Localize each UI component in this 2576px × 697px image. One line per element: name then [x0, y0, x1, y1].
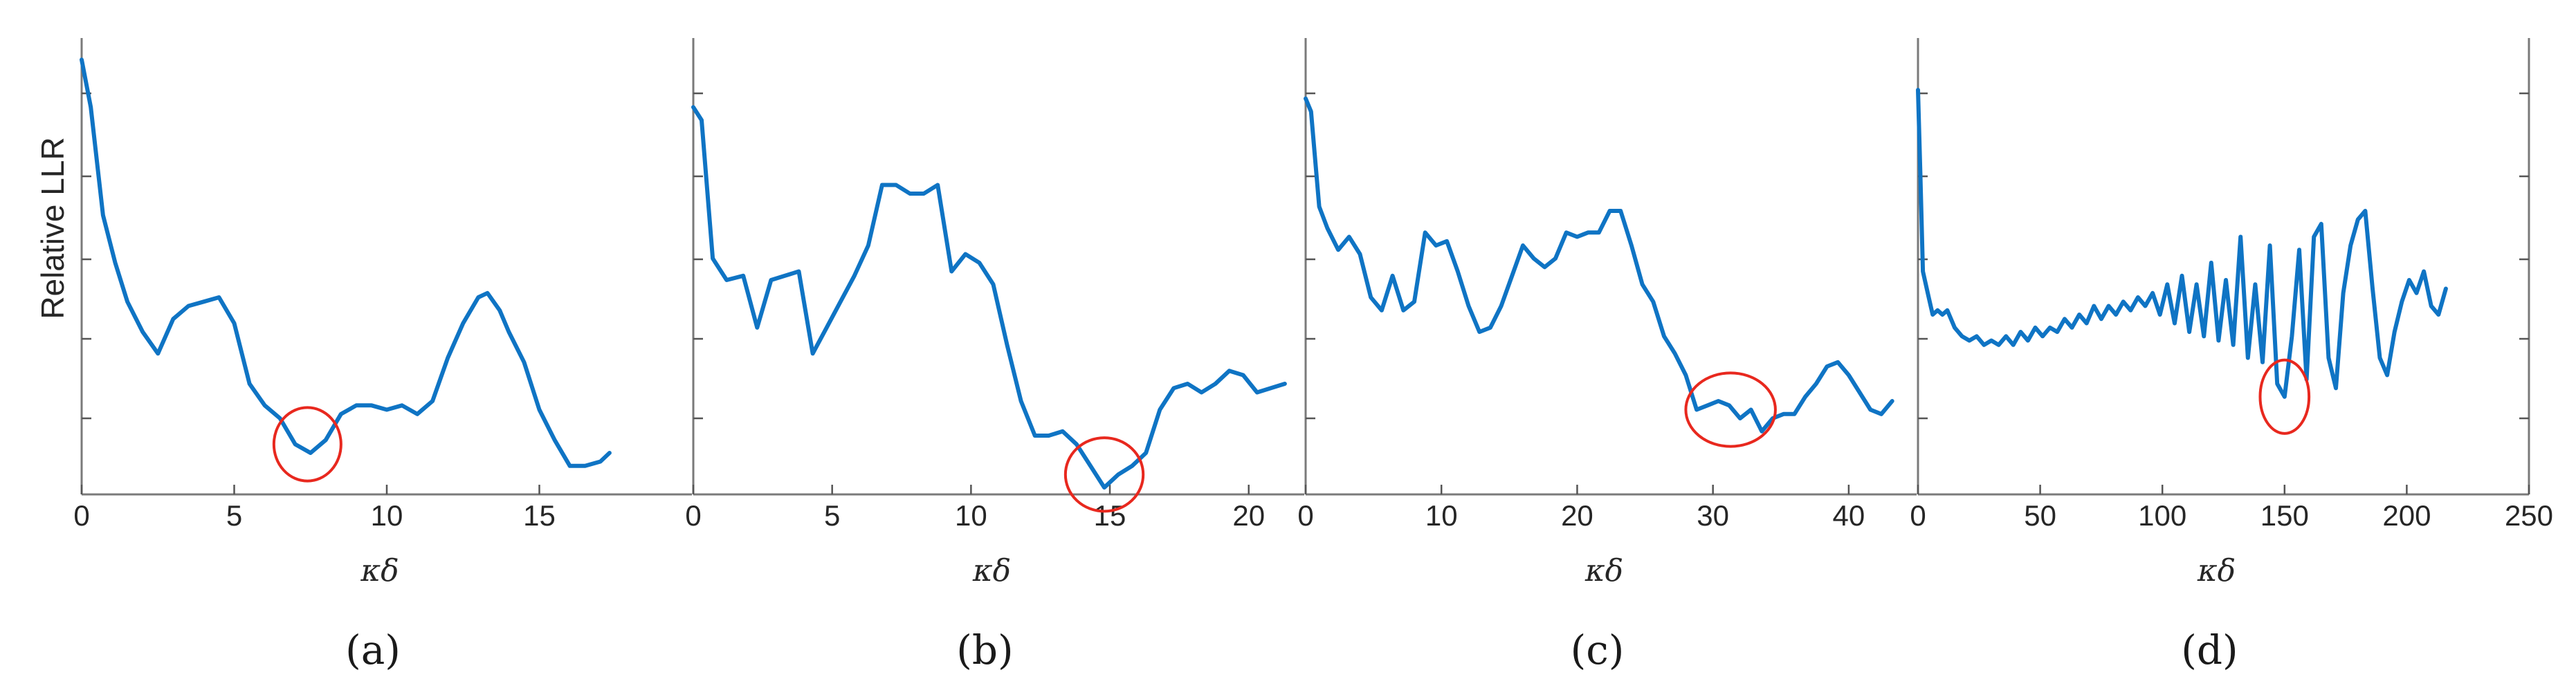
series-line: [691, 105, 1287, 490]
panel-c: 0 10 20 30 40 κδ (c): [1297, 38, 1917, 673]
x-tick-label: 150: [2260, 499, 2309, 532]
x-tick-label: 0: [1910, 499, 1926, 532]
x-tick-label: 5: [824, 499, 840, 532]
x-tick-label: 200: [2382, 499, 2431, 532]
panel-caption: (d): [2181, 626, 2238, 673]
x-tick-label: 10: [371, 499, 403, 532]
x-axis-label: κδ: [360, 553, 399, 588]
x-tick-label: 10: [955, 499, 987, 532]
x-tick-label: 0: [1297, 499, 1313, 532]
x-tick-label: 15: [523, 499, 556, 532]
x-axis-label: κδ: [972, 553, 1011, 588]
panel-caption: (b): [956, 626, 1013, 673]
y-axis-label: Relative LLR: [35, 137, 71, 319]
panel-b: 0 5 10 15 20 κδ (b): [685, 38, 1304, 673]
series-line: [1304, 96, 1894, 434]
minimum-marker: [1063, 436, 1145, 513]
panel-caption: (a): [345, 626, 401, 673]
x-tick-label: 20: [1232, 499, 1265, 532]
x-tick-label: 20: [1561, 499, 1593, 532]
x-tick-label: 10: [1425, 499, 1458, 532]
minimum-marker: [2258, 358, 2311, 435]
minimum-marker: [272, 406, 342, 483]
x-tick-label: 100: [2138, 499, 2186, 532]
panel-d: 0 50 100 150 200 250 κδ (d): [1910, 38, 2553, 673]
x-tick-label: 5: [226, 499, 242, 532]
series-line: [1916, 88, 2448, 399]
panel-a: 0 5 10 15 κδ (a): [73, 38, 692, 673]
x-axis-label: κδ: [2197, 553, 2236, 588]
x-tick-label: 0: [73, 499, 89, 532]
x-tick-label: 30: [1697, 499, 1729, 532]
series-line: [80, 57, 612, 468]
x-tick-label: 40: [1833, 499, 1865, 532]
x-tick-label: 250: [2505, 499, 2553, 532]
x-tick-label: 0: [685, 499, 701, 532]
minimum-marker: [1684, 371, 1777, 448]
panel-caption: (c): [1571, 626, 1625, 673]
x-axis-label: κδ: [1584, 553, 1623, 588]
x-tick-label: 50: [2024, 499, 2056, 532]
x-tick-label: 15: [1094, 499, 1126, 532]
